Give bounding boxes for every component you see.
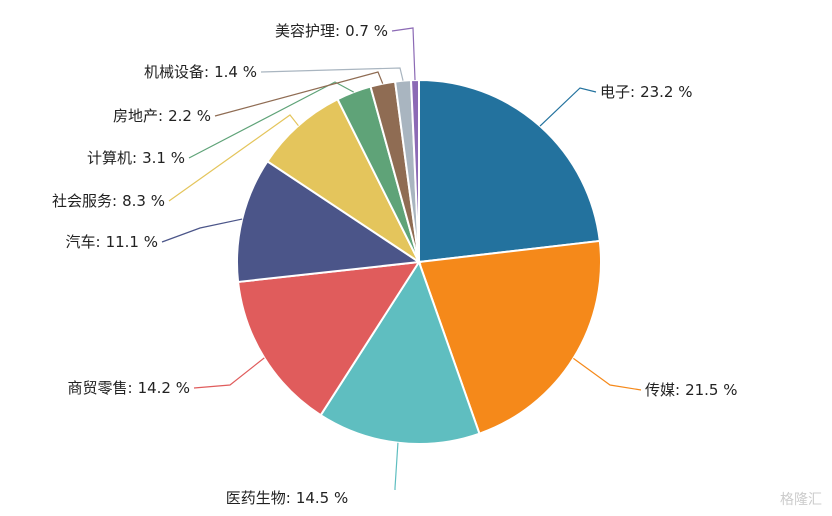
- slice-label: 商贸零售: 14.2 %: [68, 379, 190, 397]
- slice-value: 0.7 %: [345, 22, 388, 40]
- slice-name: 传媒:: [645, 381, 680, 399]
- slice-label: 美容护理: 0.7 %: [275, 22, 388, 40]
- slice-value: 3.1 %: [142, 149, 185, 167]
- leader-line: [188, 81, 355, 159]
- slice-name: 医药生物:: [226, 489, 291, 507]
- leader-line: [573, 357, 642, 391]
- slice-name: 电子:: [600, 83, 635, 101]
- slice-label: 医药生物: 14.5 %: [226, 489, 348, 507]
- slice-label: 传媒: 21.5 %: [645, 381, 737, 399]
- leader-line: [193, 357, 265, 389]
- slice-name: 计算机:: [87, 149, 137, 167]
- pie-slice: [236, 159, 422, 284]
- slice-name: 房地产:: [113, 107, 163, 125]
- slice-value: 23.2 %: [640, 83, 692, 101]
- slice-value: 2.2 %: [168, 107, 211, 125]
- slice-label: 社会服务: 8.3 %: [52, 192, 165, 210]
- slice-value: 8.3 %: [122, 192, 165, 210]
- pie-slice: [319, 259, 481, 445]
- slice-value: 1.4 %: [214, 63, 257, 81]
- watermark: 格隆汇: [780, 492, 822, 508]
- slice-label: 计算机: 3.1 %: [87, 149, 185, 167]
- pie-slice: [409, 78, 420, 263]
- leader-line: [161, 218, 243, 243]
- leader-line: [214, 71, 384, 117]
- slice-label: 汽车: 11.1 %: [66, 233, 158, 251]
- pie-slice: [266, 97, 422, 265]
- slice-value: 21.5 %: [685, 381, 737, 399]
- slice-label: 机械设备: 1.4 %: [144, 63, 257, 81]
- slice-name: 机械设备:: [144, 63, 209, 81]
- slice-name: 美容护理:: [275, 22, 340, 40]
- slice-name: 汽车:: [66, 233, 101, 251]
- slice-name: 商贸零售:: [68, 379, 133, 397]
- leader-line: [391, 27, 416, 81]
- leader-line: [539, 87, 597, 127]
- pie-slice: [236, 260, 421, 417]
- leader-line: [168, 114, 299, 202]
- slice-value: 14.2 %: [138, 379, 190, 397]
- pie-slice: [418, 78, 601, 264]
- leader-line: [260, 67, 404, 81]
- slice-label: 房地产: 2.2 %: [113, 107, 211, 125]
- leader-line: [394, 442, 399, 490]
- slice-value: 14.5 %: [296, 489, 348, 507]
- slice-label: 电子: 23.2 %: [600, 83, 692, 101]
- slice-value: 11.1 %: [106, 233, 158, 251]
- slice-name: 社会服务:: [52, 192, 117, 210]
